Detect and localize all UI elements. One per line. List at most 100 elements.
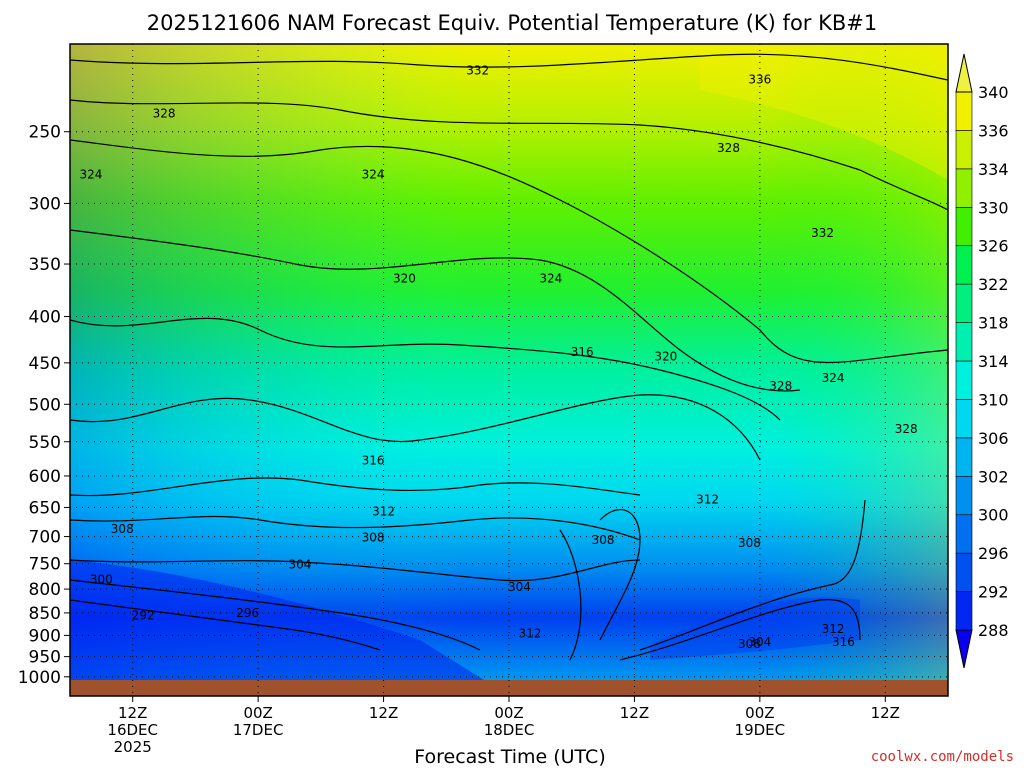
y-tick-label: 600 <box>29 467 61 487</box>
y-tick-label: 750 <box>29 555 61 575</box>
y-tick-label: 300 <box>29 194 61 214</box>
contour-label: 312 <box>518 626 541 640</box>
y-tick-label: 950 <box>29 648 61 668</box>
contour-label: 324 <box>822 371 845 385</box>
colorbar-swatch <box>955 206 973 247</box>
y-tick-label: 850 <box>29 604 61 624</box>
contour-line <box>70 599 381 651</box>
colorbar-label: 336 <box>978 121 1009 140</box>
contour-label: 316 <box>832 635 855 649</box>
contour-label: 300 <box>90 573 113 587</box>
contour-label: 332 <box>811 226 834 240</box>
x-tick-label: 12Z <box>871 704 900 722</box>
credit-text: coolwx.com/models <box>871 749 1014 765</box>
contour-line <box>70 229 801 392</box>
y-axis: 2503003504004505005506006507007508008509… <box>18 123 70 688</box>
contour-label: 296 <box>236 606 259 620</box>
y-tick-label: 250 <box>29 123 61 143</box>
y-tick-label: 1000 <box>18 668 61 688</box>
contour-label: 316 <box>362 454 385 468</box>
y-tick-label: 550 <box>29 433 61 453</box>
x-tick-label: 12Z <box>118 704 147 722</box>
contour-label: 304 <box>508 580 531 594</box>
y-tick-label: 350 <box>29 255 61 275</box>
colorbar-swatch <box>955 514 973 554</box>
contour-label: 324 <box>539 272 562 286</box>
colorbar-swatch <box>955 360 973 400</box>
colorbar-swatch <box>955 322 973 362</box>
contour-label: 328 <box>895 422 918 436</box>
contour-line <box>70 99 948 211</box>
contour-label: 324 <box>362 167 385 181</box>
contour-lines <box>70 53 948 661</box>
contour-label: 320 <box>393 272 416 286</box>
warm-layer-ne <box>700 44 948 180</box>
ground <box>70 680 948 696</box>
x-tick-label: 00Z <box>745 704 774 722</box>
x-tick-label: 00Z <box>494 704 523 722</box>
contour-line <box>70 53 948 81</box>
colorbar-arrow-low <box>955 629 973 669</box>
colorbar-swatch <box>955 475 973 516</box>
y-tick-label: 900 <box>29 626 61 646</box>
x-tick-label: 18DEC <box>484 721 535 739</box>
contour-line <box>599 509 641 641</box>
y-tick-label: 400 <box>29 308 61 328</box>
contour-line <box>70 139 948 364</box>
contour-label: 308 <box>738 637 761 651</box>
colorbar-label: 310 <box>978 390 1009 409</box>
colorbar-label: 296 <box>978 544 1009 563</box>
contour-label: 308 <box>738 536 761 550</box>
contour-line <box>70 394 761 461</box>
x-tick-label: 00Z <box>243 704 272 722</box>
y-tick-label: 500 <box>29 395 61 415</box>
colorbar-swatch <box>955 91 973 131</box>
chart-title: 2025121606 NAM Forecast Equiv. Potential… <box>147 11 877 35</box>
contour-label: 336 <box>748 72 771 86</box>
colorbar-label: 300 <box>978 506 1009 525</box>
cold-layer-east <box>650 597 860 660</box>
x-tick-label: 12Z <box>620 704 649 722</box>
colorbar-label: 334 <box>978 160 1009 179</box>
contour-line <box>70 559 641 582</box>
colorbar-label: 330 <box>978 198 1009 217</box>
colorbar-label: 314 <box>978 352 1009 371</box>
colorbar-label: 306 <box>978 429 1009 448</box>
colorbar-swatch <box>955 130 973 170</box>
contour-label: 304 <box>748 635 771 649</box>
colorbar-label: 326 <box>978 237 1009 256</box>
contour-label: 316 <box>571 345 594 359</box>
colorbar-swatch <box>955 552 973 592</box>
contour-labels: 332 336 328 328 324 324 332 320 324 316 320 328 324 3… <box>79 63 918 651</box>
colorbar-swatch <box>955 399 973 439</box>
y-tick-label: 450 <box>29 354 61 374</box>
contour-label: 312 <box>696 492 719 506</box>
x-axis-label: Forecast Time (UTC) <box>414 746 605 768</box>
contour-label: 312 <box>372 504 395 518</box>
plot-area <box>70 44 948 696</box>
contour-line <box>639 499 866 651</box>
colorbar-label: 322 <box>978 275 1009 294</box>
contour-label: 332 <box>466 63 489 77</box>
colorbar-arrow-high <box>955 53 973 93</box>
contour-line <box>70 477 641 497</box>
colorbar-label: 340 <box>978 83 1009 102</box>
contour-label: 308 <box>362 530 385 544</box>
y-tick-label: 650 <box>29 498 61 518</box>
contour-line <box>70 515 641 541</box>
contour-label: 320 <box>654 349 677 363</box>
colorbar-swatch <box>955 168 973 208</box>
colorbar-swatch <box>955 245 973 285</box>
colorbar-swatch <box>955 591 973 631</box>
contour-label: 308 <box>592 533 615 547</box>
contour-label: 312 <box>822 622 845 636</box>
colorbar-label: 292 <box>978 583 1009 602</box>
colorbar-label: 288 <box>978 621 1009 640</box>
contour-line <box>559 529 582 661</box>
grid <box>70 44 948 696</box>
contour-label: 292 <box>132 609 155 623</box>
contour-label: 304 <box>288 557 311 571</box>
contour-label: 328 <box>769 379 792 393</box>
